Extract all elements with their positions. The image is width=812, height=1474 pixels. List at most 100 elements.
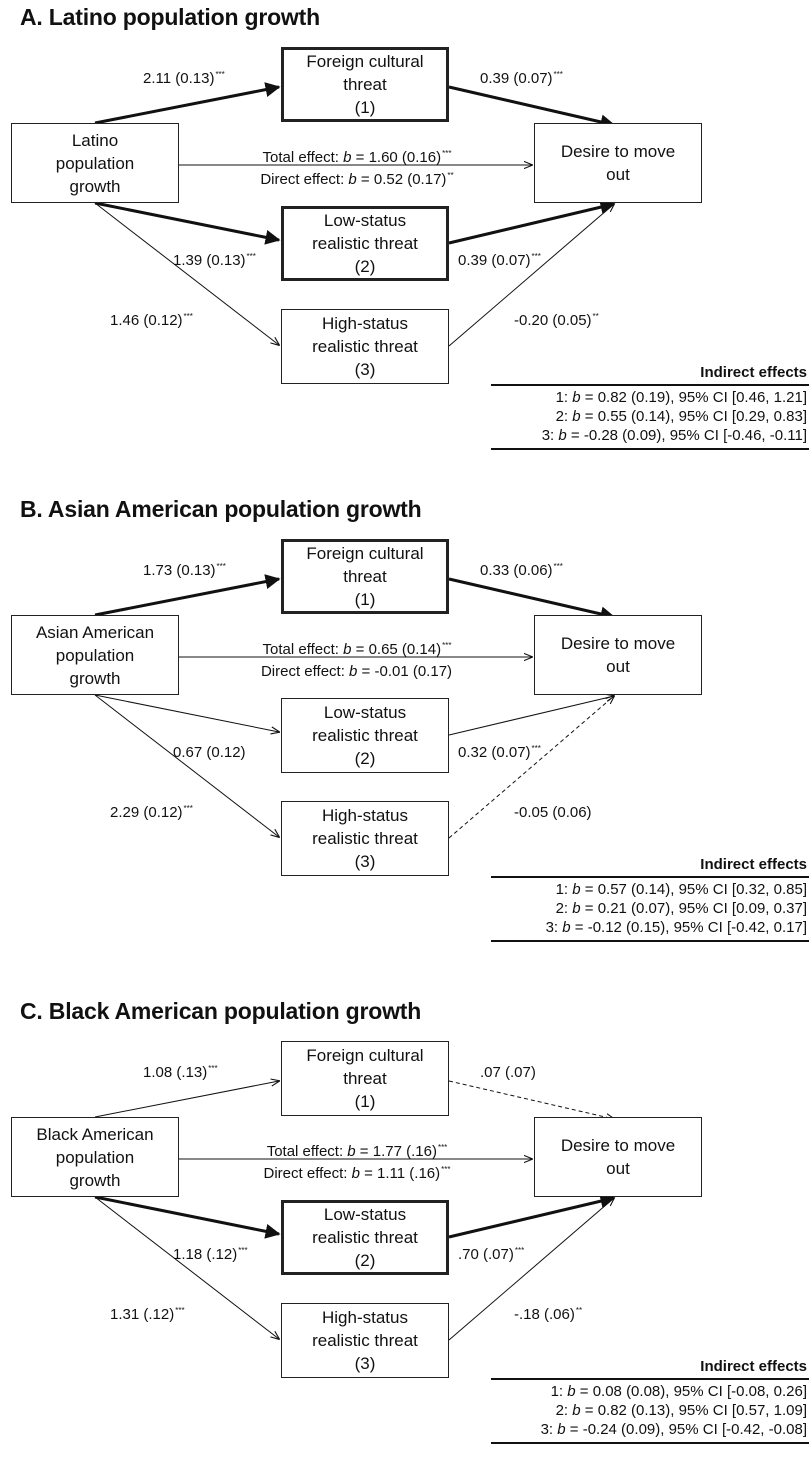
a-path-coef-1: 2.11 (0.13)*** — [143, 66, 225, 88]
a-path-coef-2-value: 1.18 (.12) — [173, 1246, 238, 1263]
outcome-box-label: Desire to move out — [560, 634, 676, 676]
a-path-arrow-2 — [94, 201, 281, 245]
b-path-coef-3-value: -0.05 (0.06) — [514, 804, 592, 821]
mediator-foreign-cultural-threat-label: Foreign cultural threat (1) — [306, 544, 424, 609]
total-effect-label-value: = 0.65 (0.14) — [351, 641, 442, 658]
indirect-effects-table: Indirect effects 1: b = 0.08 (0.08), 95% … — [491, 1356, 809, 1444]
a-path-coef-1-sig: *** — [215, 70, 225, 79]
b-path-coef-2-value: 0.32 (0.07) — [458, 744, 531, 761]
a-path-coef-1-sig: *** — [216, 562, 226, 571]
direct-effect-label-prefix: Direct effect: — [263, 1165, 352, 1182]
direct-effect-label-prefix: Direct effect: — [260, 171, 349, 188]
mediator-foreign-cultural-threat: Foreign cultural threat (1) — [281, 539, 449, 614]
direct-effect-label-sig: ** — [447, 171, 454, 180]
indirect-row-value: = 0.08 (0.08), 95% CI [-0.08, 0.26] — [575, 1383, 807, 1400]
b-path-coef-3: -0.20 (0.05)** — [514, 308, 599, 330]
indirect-effect-row: 2: b = 0.55 (0.14), 95% CI [0.29, 0.83] — [491, 407, 807, 426]
total-effect-label-b: b — [347, 1143, 356, 1160]
a-path-arrow-3 — [94, 694, 279, 837]
indirect-row-b: b — [567, 1383, 576, 1400]
total-effect-label-prefix: Total effect: — [262, 641, 344, 658]
b-path-arrow-3 — [448, 696, 614, 839]
a-path-coef-1: 1.73 (0.13)*** — [143, 558, 226, 580]
indirect-row-b: b — [572, 389, 581, 406]
indirect-row-prefix: 2: — [555, 1402, 573, 1419]
predictor-box: Asian American population growth — [11, 615, 179, 695]
total-effect-label-sig: *** — [437, 1143, 448, 1152]
indirect-row-value: = 0.21 (0.07), 95% CI [0.09, 0.37] — [580, 900, 807, 917]
a-path-coef-1-value: 1.08 (.13) — [143, 1064, 208, 1081]
b-path-coef-2-sig: *** — [514, 1246, 525, 1255]
outcome-box-label: Desire to move out — [560, 142, 676, 184]
indirect-row-b: b — [572, 408, 581, 425]
indirect-row-value: = -0.28 (0.09), 95% CI [-0.46, -0.11] — [566, 427, 807, 444]
indirect-effect-row: 2: b = 0.82 (0.13), 95% CI [0.57, 1.09] — [491, 1401, 807, 1420]
mediator-foreign-cultural-threat-label: Foreign cultural threat (1) — [306, 52, 424, 117]
b-path-coef-3-value: -.18 (.06) — [514, 1306, 575, 1323]
indirect-row-value: = 0.55 (0.14), 95% CI [0.29, 0.83] — [580, 408, 807, 425]
b-path-coef-1-value: .07 (.07) — [480, 1064, 536, 1081]
b-path-arrow-1 — [448, 85, 616, 130]
a-path-coef-2-sig: *** — [246, 252, 256, 261]
a-path-arrow-1 — [94, 1081, 279, 1118]
a-path-arrow-3 — [94, 202, 279, 345]
mediator-high-status-threat: High-status realistic threat (3) — [281, 309, 449, 384]
indirect-effects-rows: 1: b = 0.08 (0.08), 95% CI [-0.08, 0.26]… — [491, 1378, 809, 1444]
b-path-coef-3-sig: ** — [592, 312, 599, 321]
indirect-row-b: b — [572, 881, 581, 898]
b-path-coef-2-value: .70 (.07) — [458, 1246, 514, 1263]
mediator-foreign-cultural-threat: Foreign cultural threat (1) — [281, 47, 449, 122]
indirect-row-b: b — [557, 1421, 566, 1438]
b-path-arrow-3 — [448, 1198, 614, 1341]
path-arrows — [94, 994, 812, 1474]
a-path-arrow-2 — [94, 694, 279, 732]
mediator-low-status-threat: Low-status realistic threat (2) — [281, 206, 449, 281]
a-path-arrow-2 — [94, 1195, 281, 1239]
a-path-arrow-1 — [94, 574, 281, 617]
mediator-high-status-threat: High-status realistic threat (3) — [281, 801, 449, 876]
a-path-coef-1-sig: *** — [208, 1064, 218, 1073]
a-path-coef-3-value: 1.31 (.12) — [110, 1306, 175, 1323]
indirect-row-b: b — [572, 1402, 581, 1419]
a-path-coef-1: 1.08 (.13)*** — [143, 1060, 218, 1082]
indirect-effects-title: Indirect effects — [700, 856, 807, 873]
b-path-coef-3: -.18 (.06)** — [514, 1302, 582, 1324]
outcome-box: Desire to move out — [534, 123, 702, 203]
panel-black-american: C. Black American population growth Black… — [0, 994, 812, 1474]
a-path-coef-3: 2.29 (0.12)*** — [110, 800, 193, 822]
a-path-coef-3: 1.31 (.12)*** — [110, 1302, 185, 1324]
total-effect-label-prefix: Total effect: — [262, 149, 344, 166]
direct-effect-label-b: b — [351, 1165, 360, 1182]
indirect-row-value: = -0.12 (0.15), 95% CI [-0.42, 0.17] — [570, 919, 807, 936]
direct-effect-label: Direct effect: b = -0.01 (0.17) — [227, 658, 487, 682]
direct-effect-label-b: b — [349, 663, 358, 680]
direct-effect-label-value: = 1.11 (.16) — [359, 1165, 441, 1182]
indirect-row-prefix: 1: — [555, 389, 573, 406]
a-path-coef-2: 0.67 (0.12) — [173, 740, 247, 762]
b-path-coef-2: 0.32 (0.07)*** — [458, 740, 541, 762]
predictor-box-label: Asian American population growth — [35, 622, 155, 688]
a-path-coef-2-value: 0.67 (0.12) — [173, 744, 246, 761]
a-path-coef-2: 1.18 (.12)*** — [173, 1242, 248, 1264]
total-effect-label: Total effect: b = 1.60 (0.16)*** — [227, 144, 487, 168]
outcome-box: Desire to move out — [534, 1117, 702, 1197]
total-effect-label: Total effect: b = 1.77 (.16)*** — [227, 1138, 487, 1162]
indirect-row-value: = 0.82 (0.13), 95% CI [0.57, 1.09] — [580, 1402, 807, 1419]
mediator-low-status-threat-label: Low-status realistic threat (2) — [312, 1205, 418, 1270]
b-path-coef-1-sig: *** — [553, 562, 563, 571]
predictor-box-label: Latino population growth — [55, 130, 135, 196]
indirect-effects-table: Indirect effects 1: b = 0.82 (0.19), 95% … — [491, 362, 809, 450]
panel-title: B. Asian American population growth — [20, 496, 422, 522]
mediator-low-status-threat-label: Low-status realistic threat (2) — [312, 211, 418, 276]
a-path-coef-3-sig: *** — [183, 312, 193, 321]
indirect-effect-row: 3: b = -0.28 (0.09), 95% CI [-0.46, -0.1… — [491, 426, 807, 445]
indirect-row-prefix: 3: — [540, 1421, 558, 1438]
indirect-effects-rows: 1: b = 0.57 (0.14), 95% CI [0.32, 0.85] 2… — [491, 876, 809, 942]
indirect-effect-row: 1: b = 0.57 (0.14), 95% CI [0.32, 0.85] — [491, 880, 807, 899]
direct-effect-label-value: = -0.01 (0.17) — [357, 663, 453, 680]
direct-effect-label: Direct effect: b = 1.11 (.16)*** — [227, 1160, 487, 1184]
indirect-row-value: = 0.57 (0.14), 95% CI [0.32, 0.85] — [580, 881, 807, 898]
panel-title: C. Black American population growth — [20, 998, 422, 1024]
indirect-row-value: = -0.24 (0.09), 95% CI [-0.42, -0.08] — [565, 1421, 807, 1438]
b-path-coef-1: .07 (.07) — [480, 1060, 537, 1082]
